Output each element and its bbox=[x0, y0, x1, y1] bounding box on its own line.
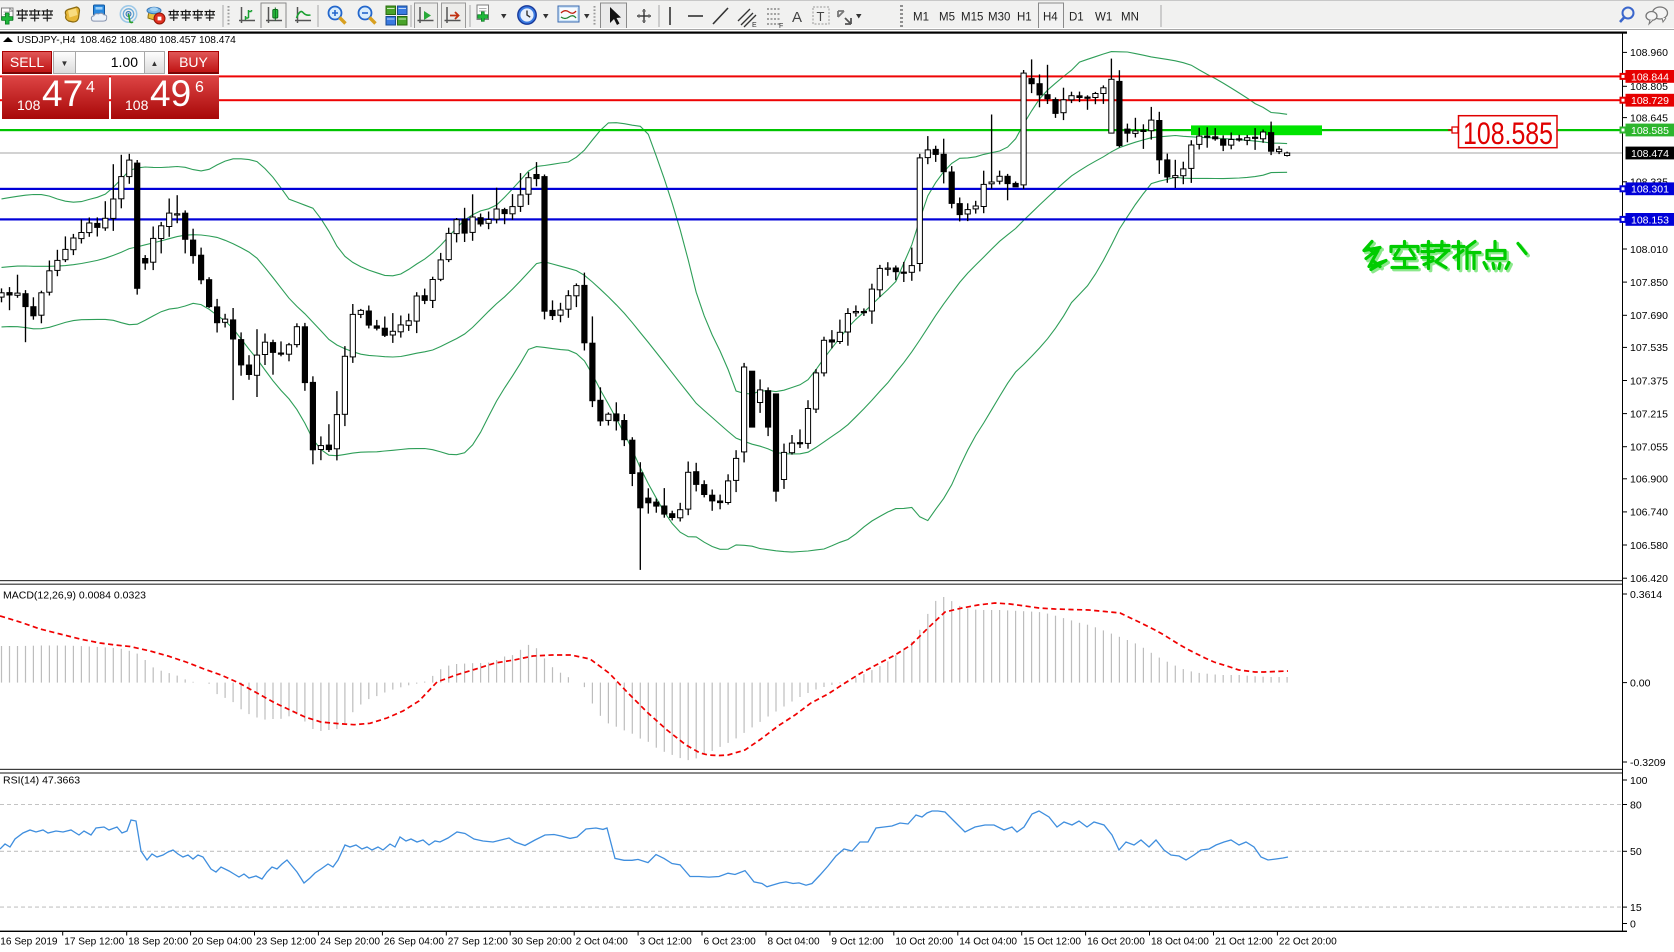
svg-text:108.645: 108.645 bbox=[1630, 112, 1668, 124]
svg-text:0: 0 bbox=[1630, 918, 1636, 930]
svg-text:0.3614: 0.3614 bbox=[1630, 589, 1662, 601]
svg-text:108.301: 108.301 bbox=[1631, 184, 1669, 196]
svg-text:108.585: 108.585 bbox=[1631, 125, 1669, 137]
svg-text:M15: M15 bbox=[961, 12, 983, 24]
svg-text:50: 50 bbox=[1630, 846, 1642, 858]
svg-text:108.153: 108.153 bbox=[1631, 214, 1669, 226]
svg-text:H1: H1 bbox=[1017, 12, 1032, 24]
svg-text:107.690: 107.690 bbox=[1630, 310, 1668, 322]
svg-text:108.462 108.480 108.457 108.47: 108.462 108.480 108.457 108.474 bbox=[80, 35, 236, 46]
svg-text:14 Oct 04:00: 14 Oct 04:00 bbox=[959, 936, 1017, 947]
svg-text:D1: D1 bbox=[1069, 12, 1084, 24]
svg-text:9 Oct 12:00: 9 Oct 12:00 bbox=[831, 936, 884, 947]
svg-text:M1: M1 bbox=[913, 12, 929, 24]
svg-text:W1: W1 bbox=[1095, 12, 1112, 24]
svg-text:108.844: 108.844 bbox=[1631, 71, 1669, 83]
svg-text:23 Sep 12:00: 23 Sep 12:00 bbox=[256, 936, 316, 947]
svg-text:2 Oct 04:00: 2 Oct 04:00 bbox=[576, 936, 629, 947]
svg-text:22 Oct 20:00: 22 Oct 20:00 bbox=[1279, 936, 1337, 947]
svg-text:M30: M30 bbox=[988, 12, 1010, 24]
svg-text:16 Sep 2019: 16 Sep 2019 bbox=[0, 936, 58, 947]
svg-text:108.805: 108.805 bbox=[1630, 81, 1668, 93]
svg-text:6 Oct 23:00: 6 Oct 23:00 bbox=[704, 936, 757, 947]
svg-text:107.535: 107.535 bbox=[1630, 342, 1668, 354]
svg-text:18 Sep 20:00: 18 Sep 20:00 bbox=[128, 936, 188, 947]
svg-text:MN: MN bbox=[1121, 12, 1139, 24]
svg-text:106.420: 106.420 bbox=[1630, 573, 1668, 585]
svg-text:106.900: 106.900 bbox=[1630, 474, 1668, 486]
svg-text:108.585: 108.585 bbox=[1463, 115, 1553, 151]
svg-text:15: 15 bbox=[1630, 902, 1642, 914]
svg-text:24 Sep 20:00: 24 Sep 20:00 bbox=[320, 936, 380, 947]
svg-text:106.580: 106.580 bbox=[1630, 540, 1668, 552]
svg-text:A: A bbox=[792, 9, 802, 26]
svg-text:108.010: 108.010 bbox=[1630, 244, 1668, 256]
svg-text:0.00: 0.00 bbox=[1630, 677, 1651, 689]
svg-text:108.729: 108.729 bbox=[1631, 95, 1669, 107]
svg-text:20 Sep 04:00: 20 Sep 04:00 bbox=[192, 936, 252, 947]
svg-text:18 Oct 04:00: 18 Oct 04:00 bbox=[1151, 936, 1209, 947]
svg-text:H4: H4 bbox=[1043, 12, 1058, 24]
svg-text:E: E bbox=[752, 22, 757, 29]
svg-text:3 Oct 12:00: 3 Oct 12:00 bbox=[640, 936, 693, 947]
svg-text:30 Sep 20:00: 30 Sep 20:00 bbox=[512, 936, 572, 947]
svg-text:-0.3209: -0.3209 bbox=[1630, 757, 1666, 769]
svg-text:106.740: 106.740 bbox=[1630, 507, 1668, 519]
svg-text:T: T bbox=[817, 9, 825, 24]
svg-text:26 Sep 04:00: 26 Sep 04:00 bbox=[384, 936, 444, 947]
svg-text:RSI(14) 47.3663: RSI(14) 47.3663 bbox=[3, 775, 80, 787]
svg-text:15 Oct 12:00: 15 Oct 12:00 bbox=[1023, 936, 1081, 947]
svg-text:21 Oct 12:00: 21 Oct 12:00 bbox=[1215, 936, 1273, 947]
svg-text:10 Oct 20:00: 10 Oct 20:00 bbox=[895, 936, 953, 947]
svg-text:107.215: 107.215 bbox=[1630, 408, 1668, 420]
svg-text:100: 100 bbox=[1630, 775, 1648, 787]
svg-text:17 Sep 12:00: 17 Sep 12:00 bbox=[64, 936, 124, 947]
svg-text:107.375: 107.375 bbox=[1630, 375, 1668, 387]
svg-text:107.055: 107.055 bbox=[1630, 442, 1668, 454]
svg-text:M5: M5 bbox=[939, 12, 955, 24]
svg-text:USDJPY-,H4: USDJPY-,H4 bbox=[17, 35, 76, 46]
svg-text:8 Oct 04:00: 8 Oct 04:00 bbox=[767, 936, 820, 947]
svg-text:107.850: 107.850 bbox=[1630, 277, 1668, 289]
svg-text:80: 80 bbox=[1630, 799, 1642, 811]
svg-text:F: F bbox=[779, 23, 783, 30]
svg-text:108.474: 108.474 bbox=[1631, 148, 1669, 160]
svg-text:27 Sep 12:00: 27 Sep 12:00 bbox=[448, 936, 508, 947]
svg-text:MACD(12,26,9) 0.0084 0.0323: MACD(12,26,9) 0.0084 0.0323 bbox=[3, 590, 146, 602]
svg-text:108.960: 108.960 bbox=[1630, 47, 1668, 59]
svg-text:16 Oct 20:00: 16 Oct 20:00 bbox=[1087, 936, 1145, 947]
